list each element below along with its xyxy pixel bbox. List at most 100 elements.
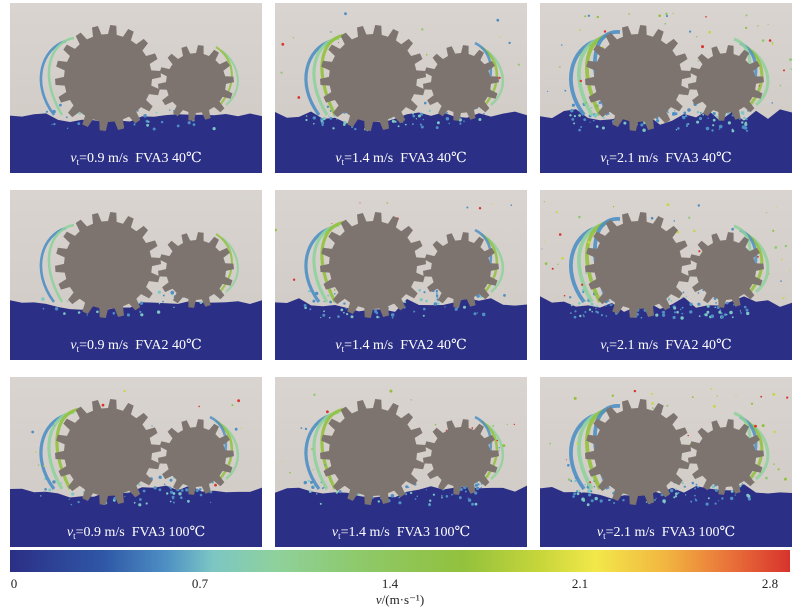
oil-droplet — [172, 497, 174, 500]
oil-bath — [10, 113, 262, 173]
oil-droplet — [729, 310, 733, 315]
small-gear — [688, 232, 764, 308]
oil-droplet — [158, 302, 161, 305]
airborne-droplet — [760, 395, 763, 398]
airborne-droplet — [544, 262, 548, 265]
oil-droplet — [675, 492, 678, 496]
oil-droplet — [595, 125, 599, 128]
airborne-droplet — [313, 393, 316, 396]
oil-droplet — [323, 310, 325, 313]
oil-droplet — [142, 489, 146, 493]
oil-droplet — [681, 482, 684, 485]
oil-droplet — [187, 121, 191, 125]
oil-droplet — [71, 492, 75, 496]
oil-droplet — [745, 118, 748, 121]
oil-droplet — [147, 120, 150, 123]
airborne-droplet — [757, 255, 759, 258]
oil-droplet — [655, 313, 659, 317]
oil-droplet — [720, 315, 724, 319]
oil-droplet — [714, 488, 719, 492]
oil-droplet — [308, 290, 311, 293]
airborne-droplet — [570, 480, 573, 482]
caption-temperature: 40℃ — [701, 338, 732, 353]
airborne-droplet — [487, 476, 490, 478]
oil-droplet — [66, 300, 69, 303]
caption-symbol: v — [331, 525, 339, 540]
oil-droplet — [714, 502, 717, 505]
oil-droplet — [445, 117, 450, 121]
airborne-droplet — [651, 407, 654, 409]
airborne-droplet — [557, 263, 559, 265]
oil-droplet — [413, 310, 416, 313]
airborne-droplet — [471, 427, 474, 429]
airborne-droplet — [151, 425, 153, 427]
caption-velocity: 0.9 m/s — [83, 525, 125, 540]
oil-droplet — [390, 118, 392, 120]
airborne-droplet — [558, 233, 562, 236]
oil-droplet — [157, 290, 161, 294]
airborne-droplet — [292, 37, 294, 39]
oil-droplet — [674, 488, 677, 491]
oil-droplet — [745, 308, 749, 312]
airborne-droplet — [281, 42, 285, 46]
oil-droplet — [696, 120, 700, 124]
oil-droplet — [405, 493, 408, 496]
caption-oil: FVA3 — [400, 151, 434, 166]
oil-droplet — [593, 114, 597, 118]
oil-droplet — [323, 300, 325, 303]
airborne-droplet — [697, 204, 700, 207]
airborne-droplet — [757, 25, 759, 27]
oil-droplet — [435, 289, 439, 293]
oil-droplet — [420, 125, 424, 129]
oil-droplet — [576, 492, 580, 496]
oil-droplet — [340, 308, 344, 312]
airborne-droplet — [713, 405, 716, 408]
oil-droplet — [158, 475, 162, 479]
caption-temperature: 40℃ — [701, 151, 732, 166]
oil-droplet — [655, 497, 657, 499]
gear-oil-scene — [10, 389, 262, 547]
oil-droplet — [335, 491, 338, 494]
caption-temperature: 40℃ — [436, 338, 467, 353]
oil-droplet — [670, 300, 673, 302]
airborne-droplet — [666, 203, 670, 206]
oil-droplet — [712, 118, 716, 122]
oil-droplet — [573, 122, 576, 125]
panel-caption: vt=2.1 m/s FVA3 100℃ — [596, 525, 736, 541]
oil-droplet — [192, 123, 196, 126]
airborne-droplet — [789, 269, 791, 271]
simulation-panel: vt=2.1 m/s FVA2 40℃ — [540, 190, 792, 360]
oil-droplet — [397, 125, 400, 128]
oil-droplet — [571, 118, 575, 121]
caption-symbol: v — [70, 338, 77, 353]
caption-velocity: 2.1 m/s — [617, 151, 659, 166]
oil-droplet — [683, 111, 687, 115]
airborne-droplet — [587, 240, 591, 244]
colorbar-tick-4: 2.8 — [761, 576, 779, 591]
caption-subscript: t — [603, 531, 606, 541]
oil-droplet — [44, 488, 47, 491]
airborne-droplet — [773, 463, 775, 466]
oil-droplet — [199, 301, 203, 304]
airborne-droplet — [275, 228, 277, 232]
oil-droplet — [173, 306, 175, 308]
oil-bath — [275, 111, 527, 173]
caption-subscript: t — [76, 157, 80, 167]
panel-caption: vt=0.9 m/s FVA3 40℃ — [70, 151, 202, 167]
oil-droplet — [704, 313, 708, 317]
small-gear — [158, 419, 234, 495]
caption-temperature: 100℃ — [433, 525, 471, 540]
oil-droplet — [581, 492, 583, 494]
airborne-droplet — [508, 41, 511, 45]
oil-droplet — [304, 306, 307, 310]
airborne-droplet — [478, 207, 482, 210]
airborne-droplet — [781, 258, 783, 261]
airborne-droplet — [772, 42, 774, 44]
oil-droplet — [172, 492, 176, 495]
oil-droplet — [405, 485, 409, 489]
oil-droplet — [726, 313, 728, 316]
oil-droplet — [667, 111, 669, 114]
oil-droplet — [145, 502, 148, 505]
oil-droplet — [414, 498, 417, 500]
oil-droplet — [162, 300, 164, 303]
